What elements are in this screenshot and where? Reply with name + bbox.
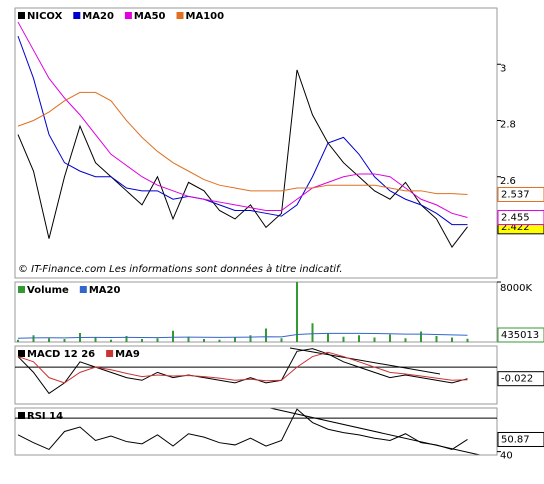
value-tag-label: -0.022 [501, 374, 533, 385]
value-tag-label: 2.455 [501, 213, 530, 224]
y-tick-label: 2.8 [500, 120, 516, 131]
y-tick-label: 3 [500, 63, 506, 74]
volume-bar [32, 335, 35, 342]
legend-swatch [73, 12, 81, 19]
volume-bar [420, 331, 422, 342]
y-tick-label: 40 [500, 451, 513, 462]
volume-bar [187, 336, 190, 342]
volume-bar [389, 334, 391, 342]
series-line [17, 35, 468, 226]
series-line [17, 348, 468, 395]
volume-bar [125, 336, 128, 342]
legend-label: MA100 [186, 11, 225, 22]
volume-bar [311, 323, 314, 342]
value-tag [497, 186, 544, 202]
value-tag-label: 2.422 [501, 222, 530, 233]
legend-label: NICOX [27, 11, 63, 22]
legend-swatch [124, 12, 132, 19]
volume-bar [203, 339, 205, 342]
series-line [17, 21, 468, 219]
legend-swatch [106, 350, 114, 357]
legend-label: MA50 [134, 11, 166, 22]
value-tag-label: 2.537 [501, 189, 530, 200]
y-tick-label: 2.6 [500, 176, 516, 187]
volume-bar [466, 338, 469, 342]
value-tag-label: 435013 [501, 330, 539, 341]
panel-frame [14, 407, 498, 456]
copyright-note: © IT-Finance.com Les informations sont d… [18, 263, 343, 275]
volume-bar [249, 335, 252, 342]
volume-bar [110, 339, 112, 342]
volume-bar [280, 338, 283, 342]
series-line [17, 351, 468, 384]
legend-label: RSI 14 [27, 411, 63, 422]
volume-bar [48, 338, 50, 342]
trend-line [289, 347, 441, 375]
volume-bar [296, 282, 298, 342]
panel-frame [14, 345, 498, 405]
volume-bar [327, 333, 329, 342]
volume-bar [218, 339, 221, 342]
legend-label: MA20 [89, 285, 121, 296]
series-line [17, 91, 468, 195]
panel-frame [14, 281, 498, 343]
volume-bar [172, 330, 174, 342]
legend-swatch [79, 286, 87, 293]
series-line [17, 408, 468, 451]
legend-swatch [18, 286, 25, 293]
volume-bar [94, 337, 97, 342]
legend-swatch [176, 12, 184, 19]
volume-bar [373, 337, 376, 342]
legend-label: MA20 [82, 11, 114, 22]
panel-frame [14, 7, 498, 279]
value-tag [497, 210, 544, 226]
volume-bar [141, 339, 143, 342]
volume-bar [17, 339, 19, 342]
volume-bar [358, 335, 360, 342]
legend-label: Volume [27, 285, 69, 296]
value-tag [497, 431, 544, 447]
legend-swatch [18, 412, 25, 419]
volume-bar [404, 338, 407, 342]
legend-swatch [18, 12, 25, 19]
volume-bar [451, 337, 453, 342]
legend-label: MACD 12 26 [27, 349, 95, 360]
y-tick-label: 8000K [500, 283, 532, 294]
volume-bar [63, 339, 66, 342]
value-tag-label: 50.87 [501, 434, 530, 445]
volume-bar [234, 337, 236, 342]
legend-label: MA9 [115, 349, 140, 360]
volume-bar [435, 336, 438, 342]
value-tag [497, 371, 544, 387]
value-tag [497, 327, 544, 343]
series-line [17, 332, 468, 339]
legend-swatch [18, 350, 25, 357]
volume-bar [156, 338, 159, 342]
series-line [17, 69, 468, 248]
volume-bar [265, 328, 267, 342]
volume-bar [342, 336, 345, 342]
